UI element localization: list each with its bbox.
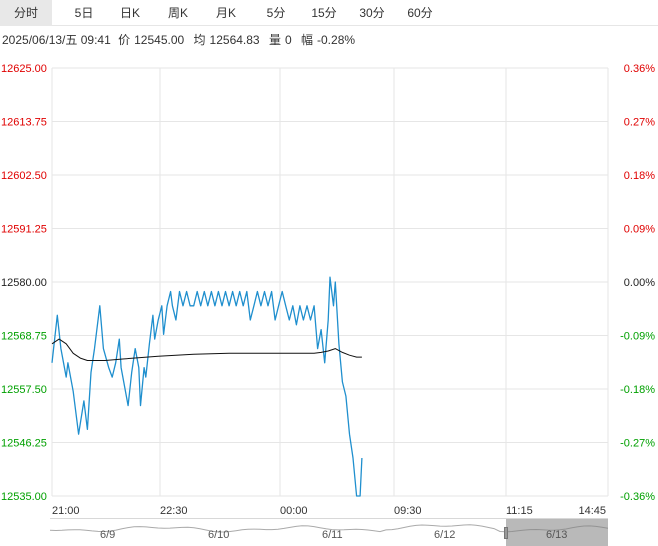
volume-label: 量: [268, 33, 281, 47]
x-tick-label: 22:30: [160, 505, 188, 517]
x-tick-label: 09:30: [394, 505, 422, 517]
x-tick-label: 21:00: [52, 505, 80, 517]
y-tick-label-left: 12557.50: [1, 384, 47, 396]
navigator-left-handle[interactable]: [504, 527, 508, 539]
price-label: 价: [118, 33, 131, 47]
navigator-day-label: 6/9: [100, 529, 116, 541]
y-tick-label-right: 0.00%: [624, 277, 655, 289]
range-navigator[interactable]: 6/9 6/10 6/11 6/12 6/13: [50, 518, 608, 546]
y-tick-label-right: -0.36%: [620, 491, 655, 503]
y-tick-label-left: 12535.00: [1, 491, 47, 503]
x-tick-label: 00:00: [280, 505, 308, 517]
y-tick-label-left: 12625.00: [1, 63, 47, 75]
navigator-day-label: 6/13: [546, 529, 568, 541]
navigator-day-label: 6/10: [208, 529, 230, 541]
y-tick-label-right: 0.36%: [624, 63, 655, 75]
tab-timeshare[interactable]: 分时: [0, 0, 52, 26]
tab-period[interactable]: 5日: [74, 6, 94, 20]
tab-period[interactable]: 周K: [167, 6, 188, 20]
intraday-chart[interactable]: 12625.00 0.36% 12613.75 0.27% 12602.50 0.18% 1…: [0, 55, 658, 518]
change-label: 幅: [301, 33, 314, 47]
y-tick-label-right: 0.09%: [624, 224, 655, 236]
navigator-day-label: 6/11: [322, 529, 343, 541]
quote-datetime: 2025/06/13/五 09:41: [2, 33, 111, 47]
tab-period[interactable]: 30分: [359, 6, 385, 20]
change-value: -0.28%: [317, 33, 356, 47]
x-tick-label: 14:45: [578, 505, 606, 517]
tab-period[interactable]: 月K: [215, 6, 236, 20]
quote-info-bar: 2025/06/13/五 09:41 价 12545.00 均 12564.83 量…: [2, 31, 359, 49]
avg-label: 均: [193, 33, 206, 47]
navigator-day-label: 6/12: [434, 529, 456, 541]
volume-value: 0: [284, 33, 292, 47]
y-tick-label-left: 12591.25: [1, 224, 47, 236]
tab-period[interactable]: 15分: [311, 6, 337, 20]
y-tick-label-left: 12568.75: [1, 331, 47, 343]
price-value: 12545.00: [134, 33, 185, 47]
tab-period[interactable]: 5分: [266, 6, 286, 20]
navigator-selection[interactable]: [506, 519, 608, 546]
y-tick-label-right: 0.18%: [624, 170, 655, 182]
tab-period[interactable]: 60分: [407, 6, 433, 20]
y-tick-label-right: -0.09%: [620, 331, 655, 343]
y-tick-label-right: 0.27%: [624, 117, 655, 129]
y-tick-label-left: 12580.00: [1, 277, 47, 289]
period-tab-bar: 分时 5日 日K 周K 月K 5分 15分 30分 60分: [0, 0, 658, 26]
y-tick-label-left: 12613.75: [1, 117, 47, 129]
average-price-line: [51, 338, 362, 361]
tab-period[interactable]: 日K: [119, 6, 140, 20]
price-line: [51, 276, 363, 497]
y-tick-label-right: -0.27%: [620, 438, 655, 450]
x-tick-label: 11:15: [506, 505, 533, 517]
y-tick-label-left: 12546.25: [1, 438, 47, 450]
avg-value: 12564.83: [209, 33, 260, 47]
y-tick-label-left: 12602.50: [1, 170, 47, 182]
y-tick-label-right: -0.18%: [620, 384, 655, 396]
